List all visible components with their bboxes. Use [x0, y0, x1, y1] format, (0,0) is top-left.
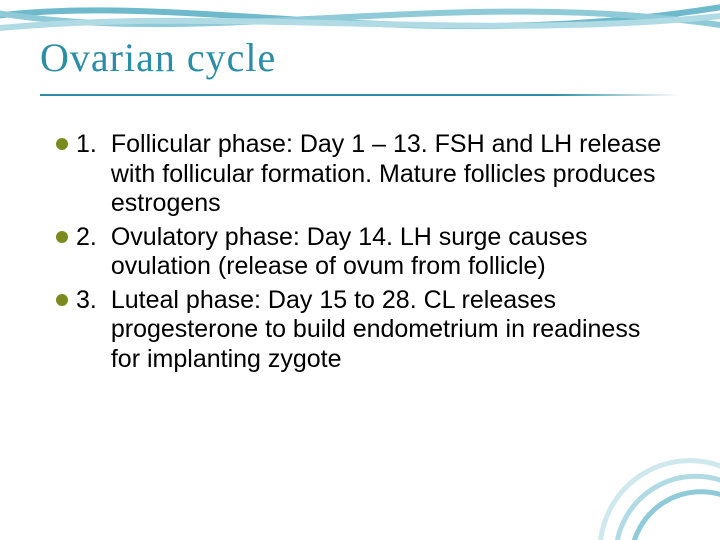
- wave-line-3: [0, 14, 720, 30]
- item-number: 3.: [76, 286, 97, 316]
- list-item: 1. Follicular phase: Day 1 – 13. FSH and…: [56, 130, 676, 219]
- bullet-icon: [56, 294, 68, 306]
- item-number: 1.: [76, 130, 97, 160]
- bullet-icon: [56, 138, 68, 150]
- bullet-icon: [56, 231, 68, 243]
- item-number: 2.: [76, 223, 97, 253]
- list-item: 2. Ovulatory phase: Day 14. LH surge cau…: [56, 223, 676, 282]
- item-text: Luteal phase: Day 15 to 28. CL releases …: [111, 286, 676, 375]
- wave-line-2: [0, 10, 720, 28]
- body-content: 1. Follicular phase: Day 1 – 13. FSH and…: [56, 130, 676, 378]
- corner-arcs-decor: [560, 440, 720, 540]
- list-item: 3. Luteal phase: Day 15 to 28. CL releas…: [56, 286, 676, 375]
- arc-1: [600, 461, 720, 540]
- slide-title: Ovarian cycle: [40, 34, 276, 81]
- wave-line-1: [0, 4, 720, 26]
- item-text: Follicular phase: Day 1 – 13. FSH and LH…: [111, 130, 676, 219]
- arc-3: [632, 492, 720, 540]
- title-underline: [40, 94, 680, 96]
- item-text: Ovulatory phase: Day 14. LH surge causes…: [111, 223, 676, 282]
- arc-2: [616, 476, 720, 540]
